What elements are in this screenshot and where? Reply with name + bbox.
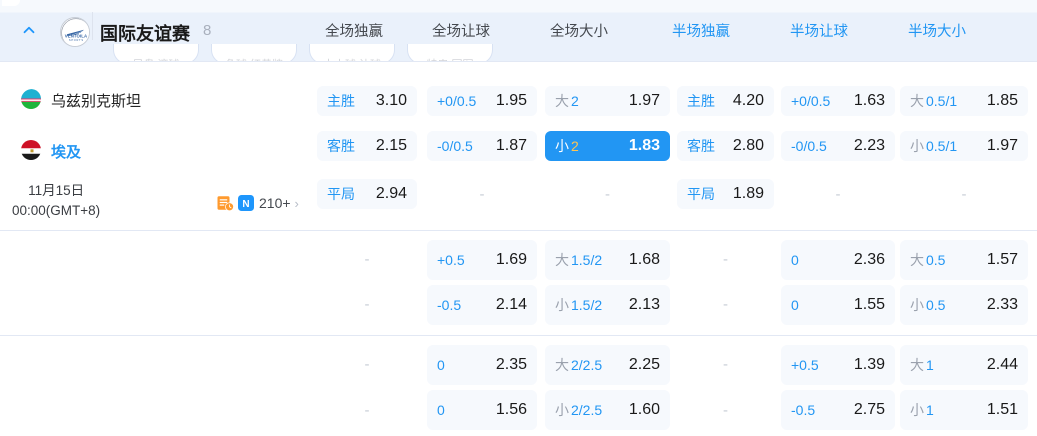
svg-text:N: N: [242, 199, 249, 210]
svg-text:S P O R T S: S P O R T S: [69, 38, 83, 42]
svg-text:VENTOILA: VENTOILA: [65, 34, 87, 39]
